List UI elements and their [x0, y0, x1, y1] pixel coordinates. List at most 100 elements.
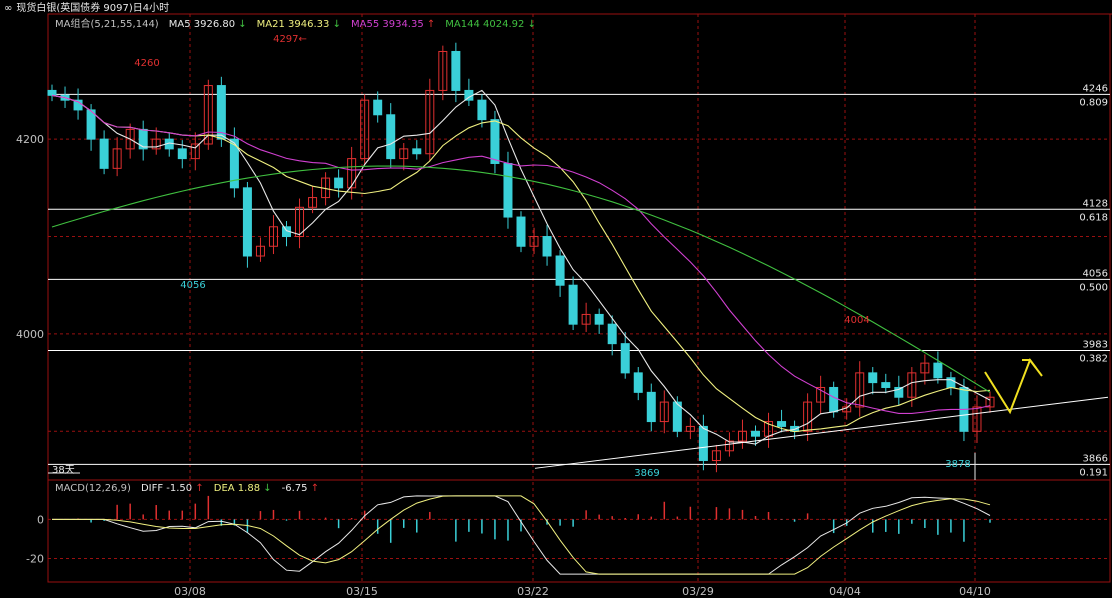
- fib-price-label: 3866: [1083, 453, 1108, 464]
- candle-body: [412, 148, 422, 155]
- y-tick-label: 4000: [16, 328, 44, 341]
- candle-body: [308, 197, 318, 208]
- fib-price-label: 4128: [1083, 198, 1108, 209]
- fib-price-label: 3983: [1083, 339, 1108, 350]
- x-tick-label: 03/22: [517, 585, 549, 598]
- title-bar: ∞ 现货白银(英国债券 9097)日4小时: [4, 2, 179, 16]
- candle-body: [633, 372, 643, 393]
- candle-body: [646, 391, 656, 423]
- candle-body: [829, 386, 839, 413]
- candle-body: [151, 138, 161, 150]
- candle-body: [438, 50, 448, 91]
- candle-body: [125, 128, 135, 150]
- candle-body: [881, 382, 891, 388]
- macd-diff-line: [52, 495, 991, 575]
- price-annotation: 4004: [844, 315, 869, 326]
- candle-body: [594, 313, 604, 325]
- macd-value: -6.75 ↑: [281, 483, 320, 494]
- candle-body: [868, 372, 878, 384]
- link-icon: ∞: [4, 3, 13, 14]
- candle-body: [685, 425, 695, 432]
- x-tick-label: 04/10: [959, 585, 991, 598]
- ma55-line: [51, 94, 991, 414]
- fib-price-label: 4246: [1083, 83, 1108, 94]
- candle-body: [816, 386, 826, 403]
- candle-body: [724, 440, 734, 452]
- price-annotation: 3869: [634, 468, 659, 479]
- x-tick-label: 03/15: [346, 585, 378, 598]
- candle-body: [425, 89, 435, 155]
- candle-body: [386, 114, 396, 160]
- ma21-line: [51, 94, 991, 433]
- candle-body: [177, 148, 187, 160]
- candle-body: [659, 401, 669, 423]
- candle-body: [803, 401, 813, 432]
- price-annotation: 38天: [52, 465, 75, 476]
- x-tick-label: 04/04: [829, 585, 861, 598]
- candle-body: [295, 206, 305, 238]
- ma144-line: [51, 165, 991, 393]
- candle-body: [529, 236, 539, 247]
- fib-ratio-label: 0.809: [1079, 97, 1108, 108]
- candle-body: [399, 148, 409, 160]
- diff-value: DIFF -1.50 ↑: [140, 483, 204, 494]
- price-annotation: 3878: [945, 459, 970, 470]
- candle-body: [542, 236, 552, 257]
- ma-legend: MA组合(5,21,55,144) MA5 3926.80 ↓ MA21 394…: [55, 18, 546, 32]
- price-annotation: 4056: [180, 280, 205, 291]
- fib-price-label: 4056: [1083, 268, 1108, 279]
- candle-body: [334, 177, 344, 189]
- candle-body: [229, 138, 239, 189]
- candle-body: [607, 323, 617, 345]
- projection-arrowhead: [1022, 359, 1037, 369]
- macd-panel-frame: [47, 479, 1111, 583]
- candle-body: [920, 362, 930, 374]
- candle-body: [47, 89, 57, 96]
- price-annotation: 4260: [134, 58, 159, 69]
- candle-body: [568, 284, 578, 325]
- candle-body: [190, 143, 200, 160]
- candle-body: [555, 255, 565, 286]
- candle-body: [503, 162, 513, 218]
- candle-body: [112, 148, 122, 169]
- candle-body: [698, 425, 708, 462]
- candle-body: [477, 99, 487, 121]
- candle-body: [86, 109, 96, 140]
- candle-body: [581, 313, 591, 325]
- candle-body: [255, 245, 265, 257]
- fib-ratio-label: 0.618: [1079, 212, 1108, 223]
- candle-body: [777, 421, 787, 427]
- candle-body: [985, 396, 995, 408]
- candle-body: [451, 50, 461, 91]
- dea-value: DEA 1.88 ↓: [213, 483, 272, 494]
- macd-tick-label: 0: [37, 513, 44, 526]
- x-tick-label: 03/08: [174, 585, 206, 598]
- candle-body: [203, 85, 213, 145]
- candle-body: [347, 158, 357, 189]
- candle-body: [268, 226, 278, 247]
- candle-body: [933, 362, 943, 379]
- candle-body: [99, 138, 109, 169]
- candle-body: [855, 372, 865, 408]
- candle-body: [242, 187, 252, 257]
- candle-body: [711, 450, 721, 462]
- candle-body: [894, 386, 904, 398]
- fib-ratio-label: 0.382: [1079, 353, 1108, 364]
- chart-title: 现货白银(英国债券 9097)日4小时: [16, 3, 170, 14]
- candle-body: [373, 99, 383, 116]
- candle-body: [972, 406, 982, 432]
- macd-legend: MACD(12,26,9) DIFF -1.50 ↑ DEA 1.88 ↓ -6…: [55, 482, 329, 496]
- y-tick-label: 4200: [16, 133, 44, 146]
- candle-body: [490, 119, 500, 164]
- fib-ratio-label: 0.500: [1079, 282, 1108, 293]
- ma21-value: MA21 3946.33 ↓: [256, 19, 341, 30]
- macd-legend-label: MACD(12,26,9): [55, 483, 131, 494]
- macd-dea-line: [52, 495, 991, 575]
- candle-body: [360, 99, 370, 160]
- ma144-value: MA144 4024.92 ↓: [445, 19, 536, 30]
- candle-body: [620, 343, 630, 374]
- candle-body: [672, 401, 682, 432]
- ma5-line: [51, 89, 991, 445]
- macd-tick-label: -20: [26, 552, 44, 565]
